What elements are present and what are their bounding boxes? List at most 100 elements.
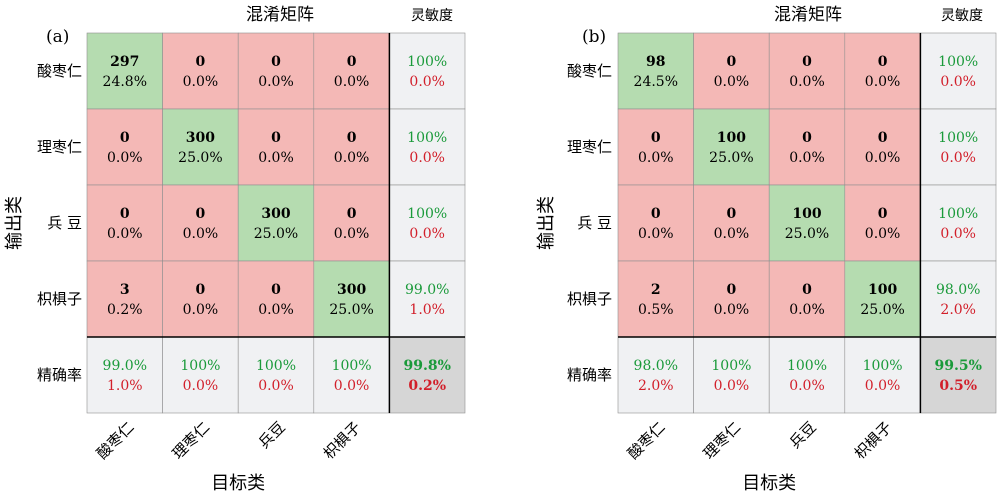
cell-count: 0 xyxy=(802,54,812,70)
summary-bad-value: 0.0% xyxy=(789,378,825,394)
cell-count: 100 xyxy=(717,130,746,146)
cell-count: 0 xyxy=(120,130,130,146)
matrix-cell xyxy=(162,184,239,262)
chart-title: 混淆矩阵 xyxy=(246,5,314,25)
cell-count: 300 xyxy=(261,206,290,222)
cell-count: 0 xyxy=(196,54,206,70)
cell-percent: 0.0% xyxy=(638,150,674,166)
row-label: 酸枣仁 xyxy=(37,62,82,80)
cell-percent: 25.0% xyxy=(860,302,904,318)
precision-cell xyxy=(617,336,694,414)
summary-bad-value: 0.0% xyxy=(940,74,976,90)
cell-count: 0 xyxy=(347,54,357,70)
precision-cell xyxy=(162,336,239,414)
cell-count: 0 xyxy=(878,206,888,222)
summary-bad-value: 0.0% xyxy=(940,226,976,242)
column-label: 理枣仁 xyxy=(700,418,745,463)
summary-good-value: 100% xyxy=(863,358,903,374)
cell-percent: 0.0% xyxy=(107,226,143,242)
matrix-cell xyxy=(617,260,694,338)
chart-title: 混淆矩阵 xyxy=(774,5,842,25)
cell-percent: 25.0% xyxy=(785,226,829,242)
row-label: 精确率 xyxy=(567,366,612,384)
matrix-cell xyxy=(162,32,239,110)
summary-bad-value: 0.0% xyxy=(258,378,294,394)
matrix-cell xyxy=(844,108,921,186)
matrix-cell xyxy=(693,32,770,110)
cell-count: 0 xyxy=(727,54,737,70)
y-axis-label: 输出类 xyxy=(4,196,25,250)
matrix-cell xyxy=(313,32,390,110)
cell-count: 0 xyxy=(347,130,357,146)
summary-bad-value: 0.0% xyxy=(183,378,219,394)
column-label: 兵豆 xyxy=(255,418,289,452)
cell-count: 0 xyxy=(271,130,281,146)
overall-accuracy-cell xyxy=(389,336,466,414)
cell-percent: 24.8% xyxy=(103,74,147,90)
cell-percent: 0.0% xyxy=(865,74,901,90)
sensitivity-cell xyxy=(920,260,997,338)
summary-bad-value: 0.0% xyxy=(409,150,445,166)
sensitivity-header: 灵敏度 xyxy=(411,8,453,24)
precision-cell xyxy=(844,336,921,414)
summary-good-value: 100% xyxy=(711,358,751,374)
cell-count: 100 xyxy=(868,282,897,298)
summary-bad-value: 1.0% xyxy=(107,378,143,394)
summary-good-value: 99.0% xyxy=(103,358,147,374)
precision-cell xyxy=(237,336,315,414)
cell-count: 0 xyxy=(347,206,357,222)
summary-good-value: 100% xyxy=(938,54,978,70)
row-label: 枳椇子 xyxy=(37,290,82,308)
summary-bad-value: 2.0% xyxy=(940,302,976,318)
summary-bad-value: 2.0% xyxy=(638,378,674,394)
summary-good-value: 98.0% xyxy=(634,358,678,374)
row-label: 理枣仁 xyxy=(37,138,82,156)
cell-count: 0 xyxy=(651,130,661,146)
overall-accuracy-cell xyxy=(920,336,997,414)
cell-count: 0 xyxy=(727,206,737,222)
cell-count: 98 xyxy=(646,54,665,70)
summary-good-value: 100% xyxy=(407,54,447,70)
summary-good-value: 99.5% xyxy=(934,358,981,374)
y-axis-label: 输出类 xyxy=(536,196,557,250)
cell-percent: 0.5% xyxy=(638,302,674,318)
cell-percent: 0.0% xyxy=(865,150,901,166)
cell-percent: 0.0% xyxy=(334,226,370,242)
row-label: 精确率 xyxy=(37,366,82,384)
summary-bad-value: 0.0% xyxy=(409,74,445,90)
precision-cell xyxy=(768,336,846,414)
panel-label: (b) xyxy=(582,27,606,47)
cell-percent: 0.0% xyxy=(334,74,370,90)
matrix-cell xyxy=(844,260,921,338)
matrix-cell xyxy=(86,32,163,110)
cell-count: 0 xyxy=(878,130,888,146)
cell-percent: 25.0% xyxy=(709,150,753,166)
summary-good-value: 100% xyxy=(407,130,447,146)
cell-percent: 0.0% xyxy=(638,226,674,242)
cell-percent: 25.0% xyxy=(178,150,222,166)
cell-percent: 0.2% xyxy=(107,302,143,318)
cell-percent: 0.0% xyxy=(258,150,294,166)
cell-percent: 0.0% xyxy=(258,74,294,90)
sensitivity-cell xyxy=(389,260,466,338)
row-label: 兵 豆 xyxy=(577,214,612,232)
matrix-cell xyxy=(86,184,163,262)
precision-cell xyxy=(86,336,163,414)
cell-percent: 25.0% xyxy=(254,226,298,242)
matrix-cell xyxy=(768,260,846,338)
summary-good-value: 99.8% xyxy=(403,358,450,374)
cell-count: 0 xyxy=(271,282,281,298)
row-label: 理枣仁 xyxy=(567,138,612,156)
cell-percent: 25.0% xyxy=(329,302,373,318)
cell-count: 297 xyxy=(110,54,139,70)
matrix-cell xyxy=(237,260,315,338)
cell-percent: 0.0% xyxy=(183,74,219,90)
cell-percent: 0.0% xyxy=(334,150,370,166)
cell-count: 3 xyxy=(120,282,130,298)
matrix-cell xyxy=(237,108,315,186)
cell-count: 0 xyxy=(196,206,206,222)
cell-percent: 0.0% xyxy=(714,226,750,242)
cell-percent: 0.0% xyxy=(183,226,219,242)
column-label: 枳椇子 xyxy=(320,418,365,463)
summary-good-value: 98.0% xyxy=(936,282,980,298)
